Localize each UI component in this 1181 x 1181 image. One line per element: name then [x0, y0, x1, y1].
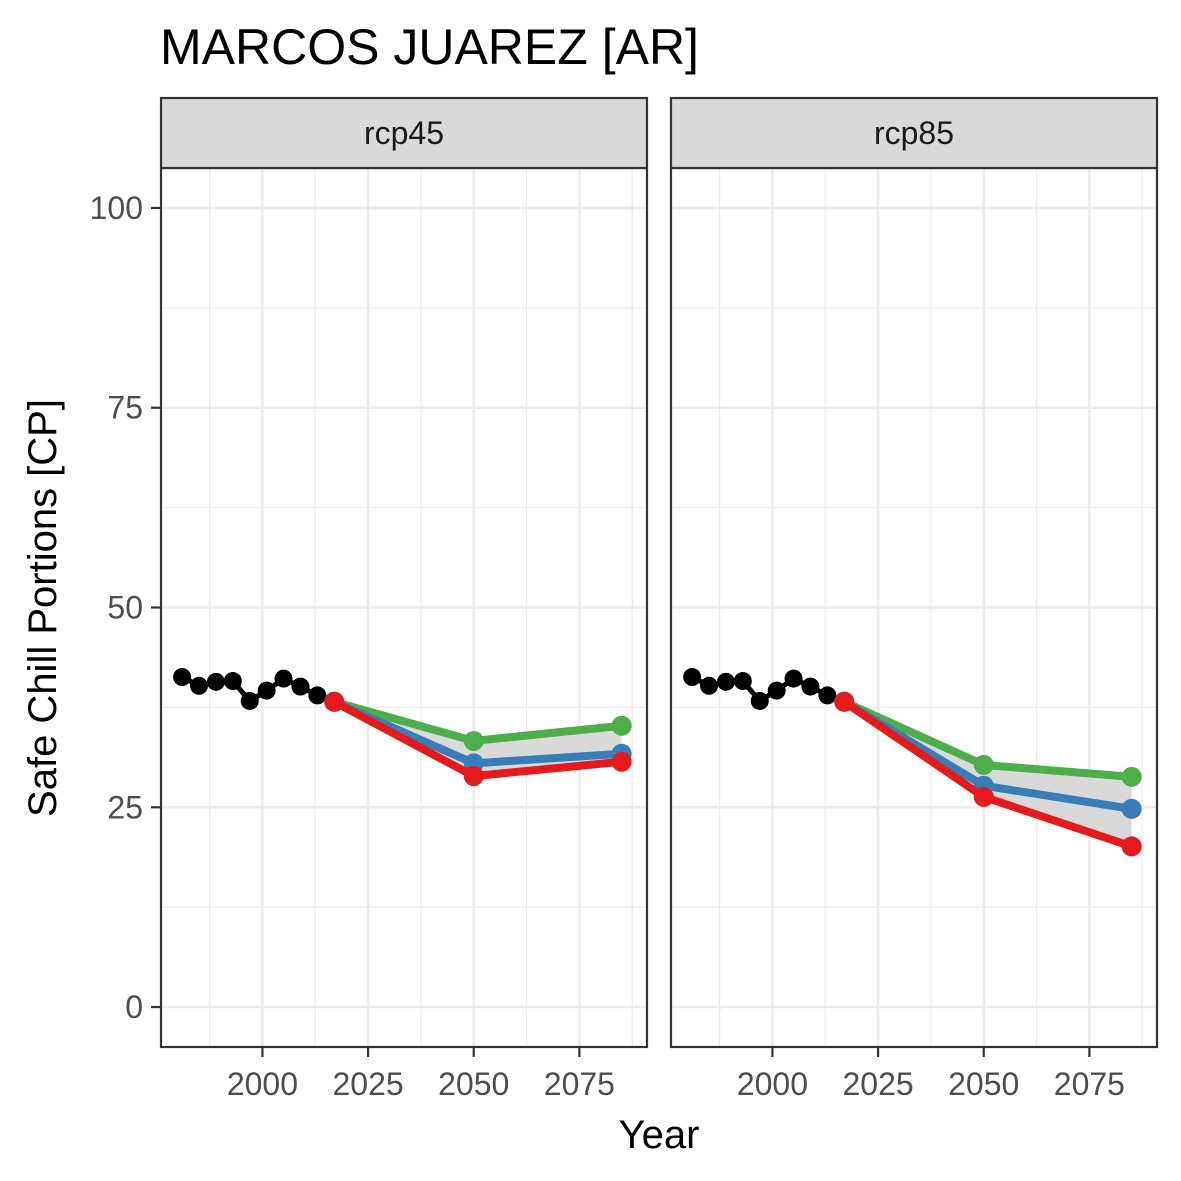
facet-label: rcp45 — [364, 115, 444, 151]
x-tick-label: 2025 — [332, 1066, 403, 1102]
historic-point — [240, 691, 259, 710]
projection-point-low — [611, 751, 632, 772]
facet-strip — [159, 96, 649, 170]
projection-point-high — [973, 754, 994, 775]
historic-point — [206, 672, 225, 691]
historic-point — [308, 686, 327, 705]
historic-point — [784, 669, 803, 688]
historic-point — [801, 677, 820, 696]
chart-title: MARCOS JUAREZ [AR] — [160, 19, 699, 75]
x-tick-label: 2075 — [544, 1066, 615, 1102]
historic-point — [767, 681, 786, 700]
y-tick-label: 75 — [107, 390, 143, 426]
facet-panel-rcp45: rcp45 2000 2025 2050 2075 0 25 50 75 100 — [90, 96, 649, 1102]
y-tick-label: 25 — [107, 789, 143, 825]
historic-point — [291, 677, 310, 696]
y-tick-label: 0 — [125, 989, 143, 1025]
historic-point — [257, 681, 276, 700]
projection-point-high — [1121, 766, 1142, 787]
x-axis-title: Year — [619, 1113, 700, 1157]
facet-label: rcp85 — [874, 115, 954, 151]
facet-strip — [669, 96, 1159, 170]
historic-point — [818, 686, 837, 705]
facet-panel-rcp85: rcp85 2000 2025 2050 2075 — [669, 96, 1159, 1102]
projection-point-low — [834, 691, 855, 712]
y-tick-label: 100 — [90, 190, 143, 226]
projection-point-high — [463, 730, 484, 751]
projection-point-mid — [1121, 798, 1142, 819]
y-tick-label: 50 — [107, 590, 143, 626]
projection-point-low — [1121, 836, 1142, 857]
historic-point — [750, 691, 769, 710]
historic-point — [173, 668, 192, 687]
historic-point — [716, 672, 735, 691]
x-tick-label: 2050 — [438, 1066, 509, 1102]
historic-point — [733, 672, 752, 691]
historic-point — [274, 669, 293, 688]
projection-point-low — [324, 691, 345, 712]
x-tick-label: 2025 — [842, 1066, 913, 1102]
historic-point — [223, 672, 242, 691]
x-tick-label: 2000 — [227, 1066, 298, 1102]
y-axis-title: Safe Chill Portions [CP] — [21, 399, 65, 817]
x-tick-label: 2075 — [1054, 1066, 1125, 1102]
historic-point — [190, 676, 209, 695]
historic-point — [700, 676, 719, 695]
facet-panels: rcp45 2000 2025 2050 2075 0 25 50 75 100 rcp85 2000… — [90, 96, 1159, 1102]
projection-point-low — [973, 786, 994, 807]
x-tick-label: 2000 — [737, 1066, 808, 1102]
projection-point-low — [463, 766, 484, 787]
projection-point-high — [611, 715, 632, 736]
historic-point — [683, 668, 702, 687]
x-tick-label: 2050 — [948, 1066, 1019, 1102]
